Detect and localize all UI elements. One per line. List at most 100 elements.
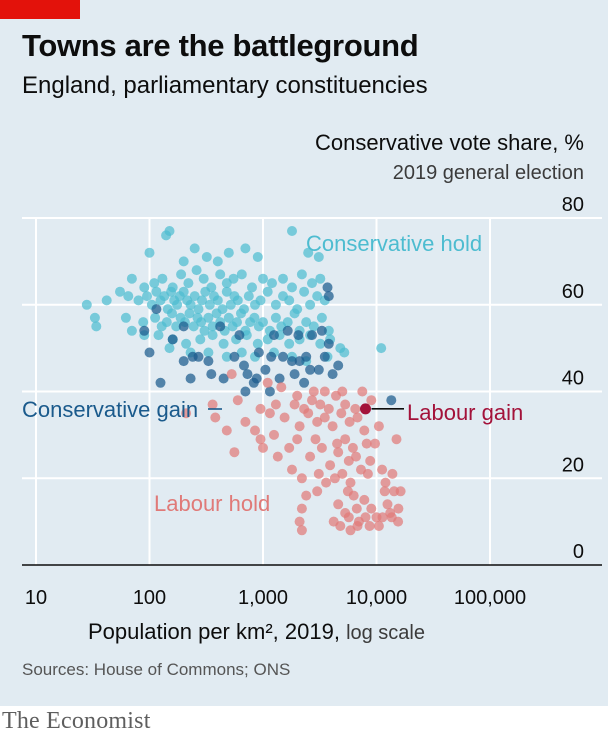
conservative-hold-point xyxy=(316,312,327,323)
labour-hold-point xyxy=(284,442,295,453)
conservative-gain-point xyxy=(264,386,275,397)
conservative-hold-point xyxy=(287,226,297,236)
conservative-hold-point xyxy=(215,269,226,280)
x-tick-label: 10,000 xyxy=(346,587,407,609)
conservative-hold-point xyxy=(167,308,177,319)
conservative-hold-point xyxy=(178,256,189,267)
labour-hold-point xyxy=(210,412,221,423)
conservative-hold-point xyxy=(151,286,162,297)
labour-hold-point xyxy=(279,412,290,423)
conservative-hold-point xyxy=(223,312,234,323)
labour-hold-point xyxy=(315,399,326,410)
labour-hold-point xyxy=(301,490,312,501)
conservative-hold-point xyxy=(139,282,150,293)
labour-hold-point xyxy=(221,425,232,436)
conservative-hold-point xyxy=(150,312,161,323)
y-tick-label: 40 xyxy=(562,368,584,390)
conservative-hold-point xyxy=(307,278,317,289)
brand-red-tab xyxy=(0,0,80,19)
labour-gain-point xyxy=(360,403,371,415)
labour-hold-point xyxy=(181,408,192,419)
labour-hold-point xyxy=(345,477,356,488)
conservative-hold-point xyxy=(166,286,177,297)
conservative-hold-point xyxy=(303,247,314,258)
labour-hold-point xyxy=(380,477,391,488)
tick-labels: 10 100 1,000 10,000 100,000 0 20 40 60 80 xyxy=(25,194,584,609)
x-axis-label-main: Population per km², 2019, xyxy=(88,619,340,644)
labour-hold-point xyxy=(360,512,371,523)
labour-hold-point xyxy=(319,412,330,423)
labour-hold-point xyxy=(292,434,303,445)
labour-hold-point xyxy=(269,429,279,440)
labour-hold-point xyxy=(294,421,305,432)
conservative-gain-point xyxy=(203,356,214,367)
conservative-hold-point xyxy=(178,286,189,297)
conservative-hold-point xyxy=(183,278,194,289)
conservative-hold-point xyxy=(221,286,232,297)
labour-hold-point xyxy=(364,521,375,531)
conservative-hold-point xyxy=(232,317,242,328)
conservative-hold-point xyxy=(203,312,214,323)
conservative-hold-point xyxy=(289,308,300,319)
labour-hold-point xyxy=(387,468,398,479)
conservative-hold-point xyxy=(195,334,206,345)
conservative-hold-point xyxy=(142,291,152,302)
conservative-gain-point xyxy=(319,351,330,362)
conservative-hold-point xyxy=(312,291,323,302)
conservative-hold-point xyxy=(212,256,223,267)
conservative-gain-point xyxy=(185,373,196,384)
conservative-hold-point xyxy=(126,325,137,336)
labour-hold-point xyxy=(393,503,404,514)
x-tick-label: 100 xyxy=(133,587,166,609)
conservative-hold-point xyxy=(203,347,214,358)
labour-hold-point xyxy=(229,447,240,458)
conservative-hold-point xyxy=(191,265,202,276)
conservative-hold-point xyxy=(149,278,160,289)
labour-hold-point xyxy=(352,521,363,531)
labour-hold-point xyxy=(332,438,343,449)
conservative-gain-point xyxy=(287,356,297,367)
conservative-hold-point xyxy=(243,291,254,302)
conservative-hold-point xyxy=(301,317,312,328)
conservative-hold-point xyxy=(207,321,218,332)
labour-hold-point xyxy=(250,425,260,436)
conservative-hold-point xyxy=(161,317,172,328)
conservative-hold-point xyxy=(376,343,387,354)
conservative-gain-point xyxy=(167,334,178,345)
labour-hold-point xyxy=(255,403,266,414)
labour-hold-point xyxy=(308,386,319,397)
labour-hold-point xyxy=(337,468,348,479)
y-tick-label: 20 xyxy=(562,454,584,476)
x-tick-label: 10 xyxy=(25,587,47,609)
conservative-hold-point xyxy=(198,273,209,284)
labour-hold-point xyxy=(319,386,330,397)
labour-hold-point xyxy=(305,451,316,462)
conservative-hold-point xyxy=(120,312,131,323)
labour-hold-point xyxy=(240,416,251,427)
x-axis-label: Population per km², 2019, log scale xyxy=(88,619,425,645)
labour-hold-point xyxy=(347,442,358,453)
labour-hold-point xyxy=(333,447,344,458)
labour-hold-point xyxy=(352,412,363,423)
chart-subtitle: England, parliamentary constituencies xyxy=(22,72,428,99)
labour-hold-point xyxy=(373,521,384,531)
labour-hold-point xyxy=(232,395,243,406)
economist-logo: The Economist xyxy=(2,708,151,734)
conservative-hold-point xyxy=(223,247,234,258)
conservative-hold-point xyxy=(270,299,281,310)
conservative-gain-point xyxy=(248,377,259,388)
conservative-gain-point xyxy=(234,330,245,341)
labour-hold-point xyxy=(331,390,341,401)
conservative-gain-point xyxy=(269,330,279,341)
conservative-gain-point xyxy=(240,386,251,397)
conservative-hold-point xyxy=(262,286,273,297)
conservative-hold-point xyxy=(115,286,125,297)
conservative-hold-point xyxy=(308,321,319,332)
conservative-gain-point xyxy=(274,373,285,384)
labour-hold-point xyxy=(370,438,380,449)
y-tick-label: 80 xyxy=(562,194,584,216)
labour-hold-point xyxy=(321,477,332,488)
labour-hold-point xyxy=(226,369,237,380)
labour-hold-point xyxy=(333,499,344,510)
labour-hold-point xyxy=(258,442,268,453)
